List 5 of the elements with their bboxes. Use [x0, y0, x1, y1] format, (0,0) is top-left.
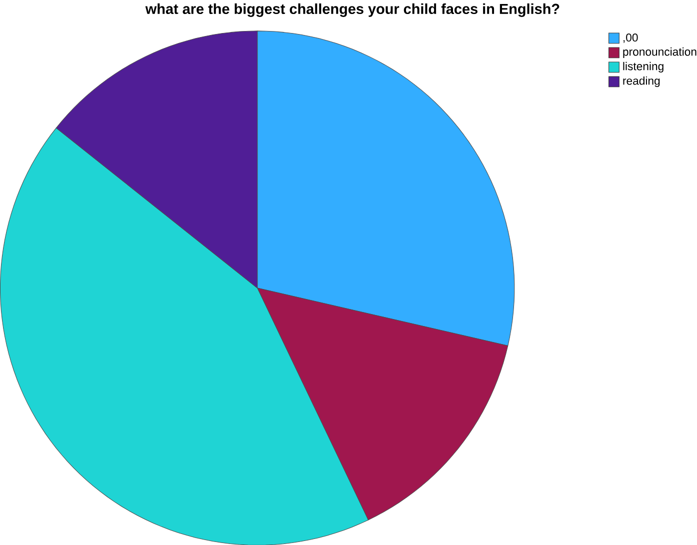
legend-label: pronounciation [623, 47, 696, 58]
legend-label: ,00 [623, 33, 638, 43]
legend-label: reading [623, 76, 660, 87]
legend-label: listening [623, 62, 664, 72]
chart-title: what are the biggest challenges your child faces in English? [145, 3, 560, 17]
